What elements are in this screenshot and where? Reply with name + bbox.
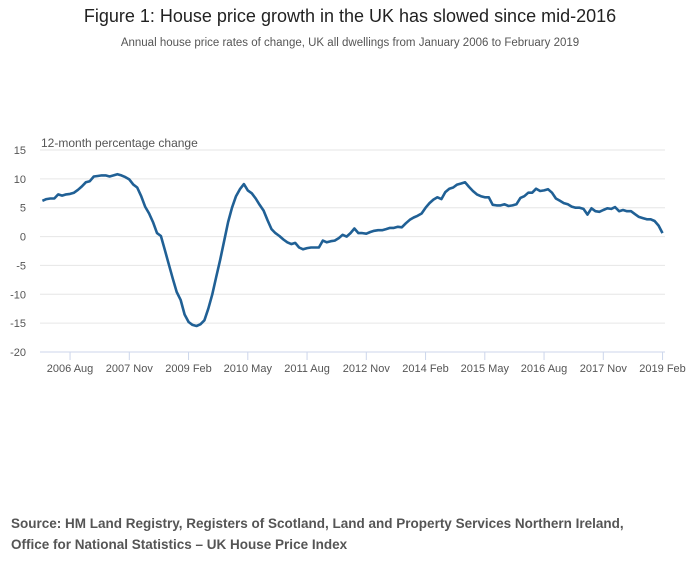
y-tick-label: -15: [10, 318, 26, 330]
x-tick-label: 2015 May: [461, 363, 510, 375]
y-tick-label: -5: [16, 260, 26, 272]
y-tick-label: 5: [20, 203, 26, 215]
x-tick-label: 2012 Nov: [343, 363, 391, 375]
x-tick-label: 2014 Feb: [402, 363, 448, 375]
source-line-1: Source: HM Land Registry, Registers of S…: [11, 516, 624, 531]
x-tick-label: 2010 May: [224, 363, 273, 375]
x-tick-label: 2009 Feb: [165, 363, 211, 375]
x-tick-label: 2011 Aug: [284, 363, 330, 375]
y-axis-label: 12-month percentage change: [41, 136, 198, 150]
chart-subtitle: Annual house price rates of change, UK a…: [120, 37, 580, 49]
source-note: Source: HM Land Registry, Registers of S…: [11, 513, 691, 555]
y-tick-label: -10: [10, 289, 26, 301]
x-tick-label: 2017 Nov: [580, 363, 628, 375]
x-tick-label: 2016 Aug: [521, 363, 568, 375]
chart-title: Figure 1: House price growth in the UK h…: [83, 6, 617, 26]
y-tick-label: 10: [14, 174, 26, 186]
x-tick-label: 2019 Feb: [639, 363, 685, 375]
x-tick-label: 2007 Nov: [106, 363, 154, 375]
series-line: [41, 172, 664, 328]
source-line-2: Office for National Statistics – UK Hous…: [11, 537, 348, 552]
x-tick-label: 2006 Aug: [47, 363, 94, 375]
y-tick-label: -20: [10, 347, 26, 359]
y-tick-label: 0: [20, 232, 26, 244]
y-tick-label: 15: [14, 145, 26, 157]
